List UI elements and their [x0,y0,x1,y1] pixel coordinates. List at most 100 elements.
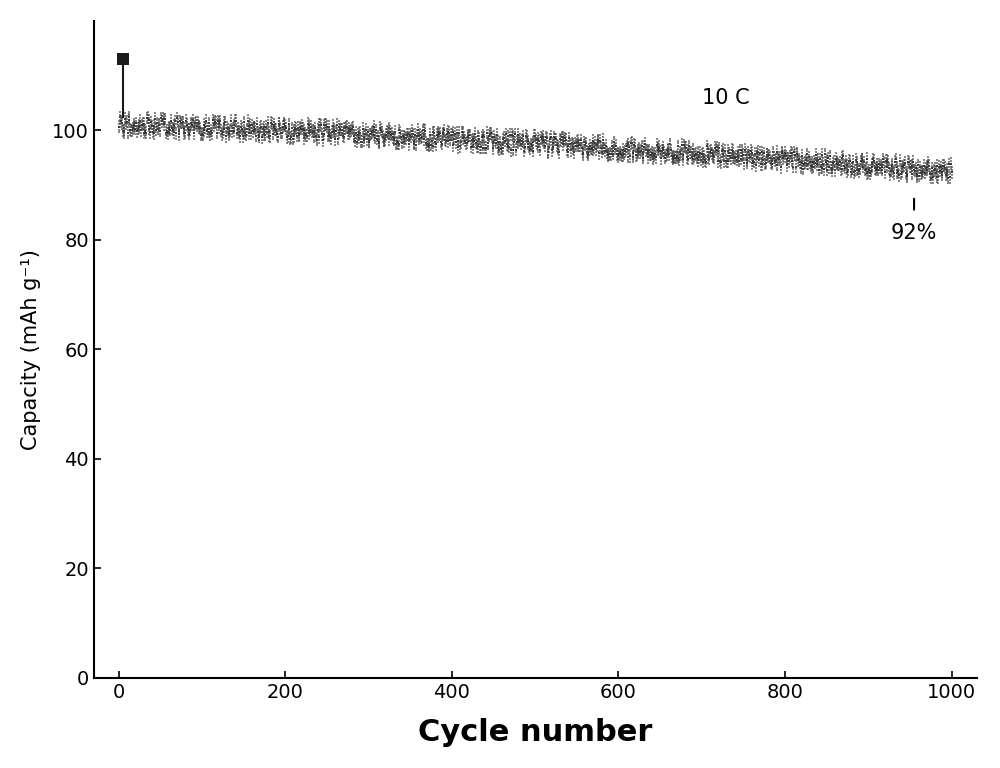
Point [133,127,149,139]
Point [884,159,900,171]
Point [671,156,687,168]
Point [853,157,869,170]
Point [394,134,410,146]
Point [805,158,821,170]
Point [208,117,224,129]
Point [525,150,541,162]
Point [504,123,520,135]
Point [467,125,483,137]
Point [301,124,317,137]
Point [527,135,543,147]
Point [260,114,276,126]
Point [134,124,150,137]
Point [276,118,292,130]
Point [811,167,827,179]
Point [506,138,522,151]
Point [427,141,443,154]
Point [666,156,682,168]
Point [479,127,495,139]
Point [939,158,955,170]
Point [695,153,711,165]
Point [565,137,581,149]
Point [715,147,731,159]
Point [575,147,591,159]
Point [498,131,514,144]
Point [358,121,374,134]
Point [838,161,854,173]
Point [459,142,475,154]
Point [814,148,830,161]
Point [142,126,158,138]
Point [752,152,768,164]
Point [645,142,661,154]
Point [714,140,730,152]
Point [590,131,606,144]
Point [894,155,910,167]
Point [826,151,842,163]
Point [661,145,677,157]
Point [757,161,773,173]
Point [929,176,945,188]
Point [385,131,401,143]
Point [136,112,152,124]
Point [695,147,711,160]
Point [890,165,906,177]
Point [340,130,356,142]
Point [846,161,862,173]
Point [805,161,821,173]
Point [666,147,682,160]
Point [880,153,896,165]
Point [478,139,494,151]
Point [540,151,556,164]
Point [700,146,716,158]
Point [126,114,142,127]
Point [697,149,713,161]
Point [561,132,577,144]
Point [195,123,211,135]
Point [211,111,227,124]
Point [581,141,597,153]
Point [721,144,737,157]
Point [296,132,312,144]
Point [401,144,417,156]
Point [802,156,818,168]
Point [809,160,825,172]
Point [688,151,704,163]
Point [219,127,235,140]
Point [747,144,763,157]
Point [937,159,953,171]
Point [814,162,830,174]
Point [857,164,873,176]
Point [351,133,367,145]
Point [842,161,858,173]
Point [301,116,317,128]
Point [179,121,195,134]
Point [585,137,601,150]
Point [256,116,272,128]
Point [831,164,847,177]
Point [652,140,668,152]
Point [847,162,863,174]
Point [121,108,137,121]
Point [221,121,237,134]
Point [535,128,551,141]
Point [675,147,691,160]
Point [409,132,425,144]
Point [560,151,576,164]
Point [628,144,644,156]
Point [406,141,422,153]
Point [482,125,498,137]
Point [916,165,932,177]
Point [519,131,535,143]
Point [809,155,825,167]
Point [234,128,250,141]
Point [897,154,913,166]
Point [769,156,785,168]
Point [384,131,400,143]
Point [829,152,845,164]
Point [286,131,302,143]
Point [284,122,300,134]
Point [209,132,225,144]
Point [632,144,648,156]
Point [580,147,596,159]
